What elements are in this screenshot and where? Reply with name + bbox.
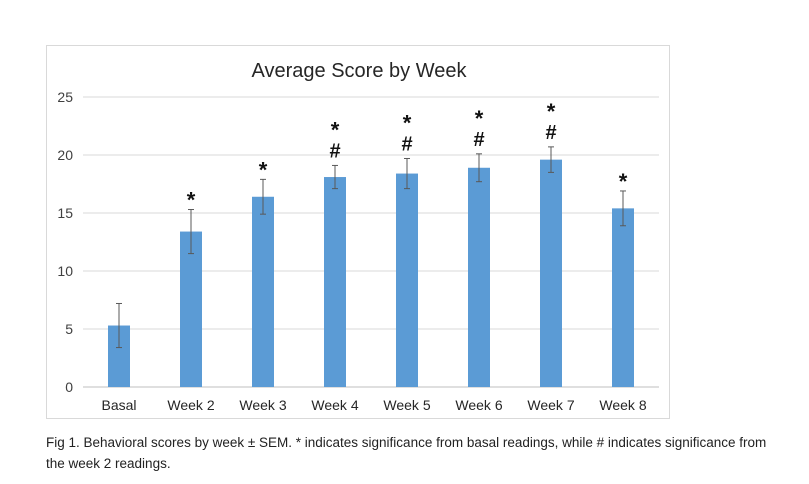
significance-star: * xyxy=(475,106,484,131)
significance-star: * xyxy=(547,99,556,124)
bar-week-5 xyxy=(396,173,418,387)
error-bar xyxy=(332,164,338,190)
significance-hash: # xyxy=(401,133,412,155)
significance-star: * xyxy=(403,110,412,135)
y-tick-label: 10 xyxy=(57,263,73,279)
x-tick-label: Week 6 xyxy=(455,397,502,413)
error-bar xyxy=(548,146,554,173)
x-tick-label: Week 3 xyxy=(239,397,286,413)
error-bar xyxy=(116,302,122,349)
significance-marks: **#*#*#*#** xyxy=(187,99,628,213)
significance-hash: # xyxy=(545,122,556,144)
chart-area: Average Score by Week 0 5 10 15 20 25 * * # * # * #… xyxy=(46,45,670,419)
x-tick-label: Week 2 xyxy=(167,397,214,413)
y-tick-label: 0 xyxy=(65,379,73,395)
x-axis-labels: Basal Week 2 Week 3 Week 4 Week 5 Week 6 Week … xyxy=(101,397,646,413)
bars xyxy=(108,159,634,387)
y-tick-label: 5 xyxy=(65,321,73,337)
figure-caption: Fig 1. Behavioral scores by week ± SEM. … xyxy=(46,435,767,471)
x-tick-label: Week 7 xyxy=(527,397,574,413)
x-tick-label: Week 8 xyxy=(599,397,646,413)
x-tick-label: Week 5 xyxy=(383,397,430,413)
bar-week-8 xyxy=(612,208,634,387)
bar-week-3 xyxy=(252,196,274,387)
significance-star: * xyxy=(331,117,340,142)
bar-basal xyxy=(108,325,130,387)
gridlines: 0 5 10 15 20 25 xyxy=(57,89,659,395)
error-bar xyxy=(188,209,194,255)
significance-star: * xyxy=(259,157,268,182)
significance-star: * xyxy=(187,188,196,213)
y-tick-label: 25 xyxy=(57,89,73,105)
bar-week-7 xyxy=(540,159,562,387)
significance-star: * xyxy=(619,169,628,194)
error-bars xyxy=(116,146,626,349)
y-tick-label: 20 xyxy=(57,147,73,163)
error-bar xyxy=(476,153,482,183)
x-tick-label: Basal xyxy=(101,397,136,413)
error-bar xyxy=(620,190,626,227)
significance-hash: # xyxy=(329,140,340,162)
x-tick-label: Week 4 xyxy=(311,397,358,413)
error-bar xyxy=(404,157,410,190)
chart-title: Average Score by Week xyxy=(252,60,468,82)
bar-week-6 xyxy=(468,167,490,387)
error-bar xyxy=(260,178,266,215)
significance-hash: # xyxy=(473,129,484,151)
bar-week-4 xyxy=(324,177,346,387)
bar-week-2 xyxy=(180,231,202,387)
y-tick-label: 15 xyxy=(57,205,73,221)
